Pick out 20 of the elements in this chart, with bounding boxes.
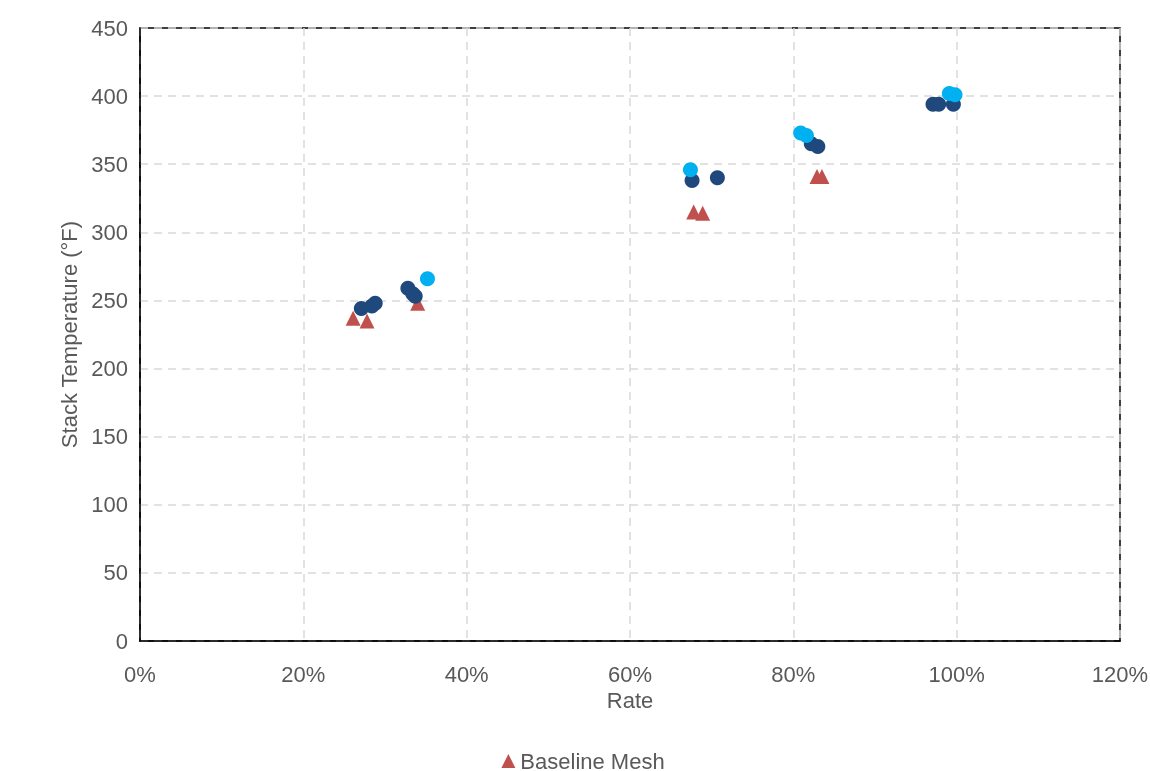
x-tick-label: 120%: [1091, 661, 1149, 687]
x-tick-label: 20%: [281, 661, 326, 687]
x-tick-label: 100%: [928, 661, 985, 687]
y-tick-label: 350: [91, 151, 128, 177]
x-axis-title: Rate: [606, 688, 654, 714]
y-tick-label: 250: [91, 287, 128, 313]
x-tick-label: 0%: [124, 661, 156, 687]
y-tick-label: 50: [103, 560, 128, 586]
y-tick-label: 0: [115, 628, 128, 654]
legend-label: Baseline Mesh: [520, 748, 665, 771]
y-tick-label: 200: [91, 356, 128, 382]
y-axis-title: Stack Temperature (°F): [56, 220, 82, 449]
x-tick-label: 40%: [444, 661, 489, 687]
x-tick-label: 60%: [607, 661, 653, 687]
y-tick-label: 300: [91, 219, 128, 245]
y-tick-label: 150: [91, 424, 128, 450]
y-tick-label: 450: [91, 15, 128, 41]
y-tick-label: 400: [91, 83, 128, 109]
y-tick-label: 100: [91, 492, 128, 518]
x-tick-label: 80%: [771, 661, 816, 687]
